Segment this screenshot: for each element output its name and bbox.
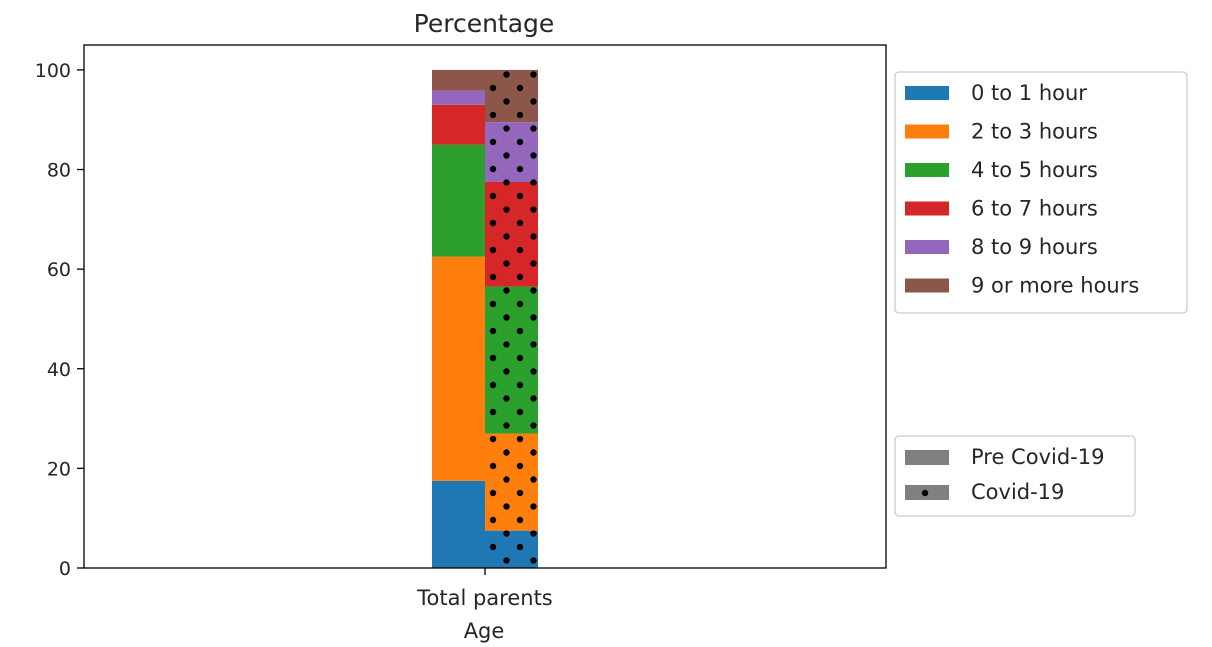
y-tick-label: 20 <box>47 458 71 480</box>
bar-hatch-covid <box>485 433 538 531</box>
legend-series: 0 to 1 hour 2 to 3 hours 4 to 5 hours 6 to … <box>894 71 1188 314</box>
y-tick-label: 40 <box>47 359 71 381</box>
bar-segment-pre-covid <box>432 480 485 568</box>
bar-segment-pre-covid <box>432 256 485 481</box>
legend-swatch <box>905 240 949 254</box>
legend-swatch <box>905 201 949 216</box>
chart-title: Percentage <box>414 9 555 38</box>
bar-hatch-covid <box>485 286 538 434</box>
bar-hatch-covid <box>485 69 538 123</box>
y-axis: 0 20 40 60 80 100 <box>35 60 84 580</box>
x-axis-label: Age <box>464 619 505 643</box>
legend-patterns: Pre Covid-19 Covid-19 <box>894 435 1136 517</box>
legend-pattern-label: Covid-19 <box>971 480 1064 504</box>
y-tick-label: 0 <box>59 558 71 580</box>
legend-label: 4 to 5 hours <box>971 158 1098 182</box>
x-tick-label: Total parents <box>416 586 553 610</box>
legend-label: 2 to 3 hours <box>971 120 1098 144</box>
legend-pattern-label: Pre Covid-19 <box>971 445 1104 469</box>
legend-swatch <box>905 124 949 139</box>
bar-hatch-covid <box>485 530 538 568</box>
x-axis: Total parents <box>416 568 553 610</box>
bar-hatch-covid <box>485 181 538 287</box>
legend-pattern-hatch <box>905 485 949 500</box>
legend-swatch <box>905 86 949 100</box>
bar-segment-pre-covid <box>432 90 485 105</box>
legend-swatch <box>905 278 949 293</box>
bar-segment-pre-covid <box>432 69 485 91</box>
legend-label: 0 to 1 hour <box>971 81 1087 105</box>
legend-swatch <box>905 163 949 177</box>
bar-hatch-covid <box>485 122 538 182</box>
bar-segment-pre-covid <box>432 104 485 145</box>
legend-label: 9 or more hours <box>971 274 1139 298</box>
plot-frame <box>83 44 887 569</box>
y-tick-label: 100 <box>35 60 71 82</box>
bar-segment-pre-covid <box>432 144 485 257</box>
y-tick-label: 80 <box>47 160 71 182</box>
legend-patterns-box <box>894 435 1136 517</box>
y-tick-label: 60 <box>47 259 71 281</box>
legend-label: 8 to 9 hours <box>971 235 1098 259</box>
legend-series-box <box>894 71 1188 314</box>
legend-pattern-swatch <box>905 450 949 465</box>
legend-label: 6 to 7 hours <box>971 197 1098 221</box>
bars-layer <box>432 69 538 568</box>
